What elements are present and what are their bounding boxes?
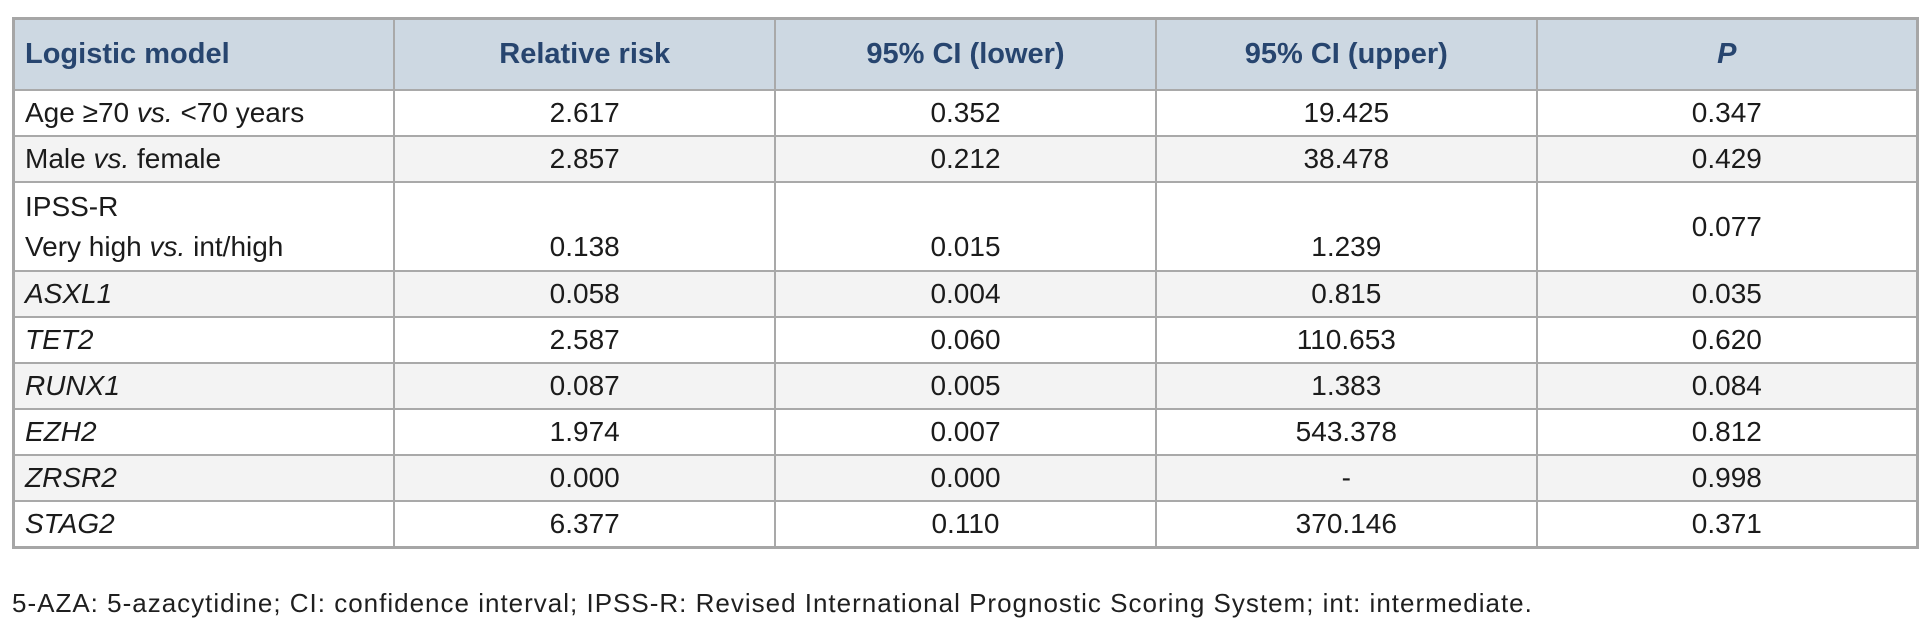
model-cell: STAG2 [12,500,396,549]
relative-risk-cell: 0.058 [393,270,777,318]
ci-lower-cell: 0.212 [774,135,1157,183]
model-cell: ASXL1 [12,270,396,318]
ci-upper-cell: 1.239 [1154,181,1538,272]
ci-upper-cell: 19.425 [1154,89,1538,137]
model-cell: IPSS-R Very high vs. int/high [12,181,396,272]
table-row: EZH2 1.974 0.007 543.378 0.812 [12,408,1919,456]
model-label-segment: IPSS-R Very high [25,190,142,262]
model-cell: Age ≥70 vs. <70 years [12,89,396,137]
relative-risk-cell: 0.087 [393,362,777,410]
ci-upper-cell: 38.478 [1154,135,1538,183]
p-value-cell: 0.812 [1535,408,1919,456]
model-label-italic-segment: vs. [149,230,186,262]
table-row: RUNX1 0.087 0.005 1.383 0.084 [12,362,1919,410]
model-cell: TET2 [12,316,396,364]
table-body: Age ≥70 vs. <70 years 2.617 0.352 19.425 0.3… [12,89,1919,549]
ci-upper-cell: 1.383 [1154,362,1538,410]
ci-lower-cell: 0.352 [774,89,1157,137]
model-label-segment: female [129,143,222,175]
p-value-cell: 0.347 [1535,89,1919,137]
p-value-cell: 0.035 [1535,270,1919,318]
model-label-segment: <70 years [172,97,305,129]
relative-risk-cell: 0.000 [393,454,777,502]
table-row: Age ≥70 vs. <70 years 2.617 0.352 19.425 0.3… [12,89,1919,137]
model-cell: RUNX1 [12,362,396,410]
ci-lower-cell: 0.110 [774,500,1157,549]
p-value-cell: 0.371 [1535,500,1919,549]
p-value-cell: 0.429 [1535,135,1919,183]
model-label-italic-segment: vs. [93,143,130,175]
model-label-segment: Male [25,143,94,175]
header-row: Logistic model Relative risk 95% CI (low… [12,17,1919,91]
ci-lower-cell: 0.015 [774,181,1157,272]
header-logistic-model: Logistic model [12,17,396,91]
ci-upper-cell: 543.378 [1154,408,1538,456]
relative-risk-cell: 0.138 [393,181,777,272]
model-label-italic-segment: STAG2 [25,508,115,540]
model-cell: Male vs. female [12,135,396,183]
header-ci-lower: 95% CI (lower) [774,17,1157,91]
model-label-italic-segment: TET2 [25,324,94,356]
header-ci-upper: 95% CI (upper) [1154,17,1538,91]
relative-risk-cell: 6.377 [393,500,777,549]
ci-upper-cell: 0.815 [1154,270,1538,318]
table-row: IPSS-R Very high vs. int/high 0.138 0.01… [12,181,1919,272]
p-value-cell: 0.084 [1535,362,1919,410]
model-cell: ZRSR2 [12,454,396,502]
table-row: STAG2 6.377 0.110 370.146 0.371 [12,500,1919,549]
relative-risk-cell: 2.617 [393,89,777,137]
p-value-cell: 0.077 [1535,181,1919,272]
table-row: Male vs. female 2.857 0.212 38.478 0.429 [12,135,1919,183]
ci-lower-cell: 0.000 [774,454,1157,502]
ci-lower-cell: 0.005 [774,362,1157,410]
ci-lower-cell: 0.007 [774,408,1157,456]
ci-upper-cell: - [1154,454,1538,502]
model-label-italic-segment: ZRSR2 [25,462,117,494]
model-label-segment: Age ≥70 [25,97,137,129]
abbreviations-footnote: 5-AZA: 5-azacytidine; CI: confidence int… [12,588,1533,618]
relative-risk-cell: 1.974 [393,408,777,456]
model-label-italic-segment: RUNX1 [25,370,120,402]
logistic-model-table: Logistic model Relative risk 95% CI (low… [12,17,1919,549]
table-row: ASXL1 0.058 0.004 0.815 0.035 [12,270,1919,318]
header-p-value: P [1535,17,1919,91]
model-label-segment: int/high [185,230,284,262]
model-label-italic-segment: vs. [136,97,173,129]
model-cell: EZH2 [12,408,396,456]
model-label-italic-segment: ASXL1 [25,278,113,310]
table-row: TET2 2.587 0.060 110.653 0.620 [12,316,1919,364]
table-row: ZRSR2 0.000 0.000-0.998 [12,454,1919,502]
ci-upper-cell: 370.146 [1154,500,1538,549]
ci-upper-cell: 110.653 [1154,316,1538,364]
relative-risk-cell: 2.857 [393,135,777,183]
ci-lower-cell: 0.004 [774,270,1157,318]
model-label-italic-segment: EZH2 [25,416,97,448]
p-value-cell: 0.998 [1535,454,1919,502]
ci-lower-cell: 0.060 [774,316,1157,364]
relative-risk-cell: 2.587 [393,316,777,364]
header-relative-risk: Relative risk [393,17,777,91]
p-value-cell: 0.620 [1535,316,1919,364]
